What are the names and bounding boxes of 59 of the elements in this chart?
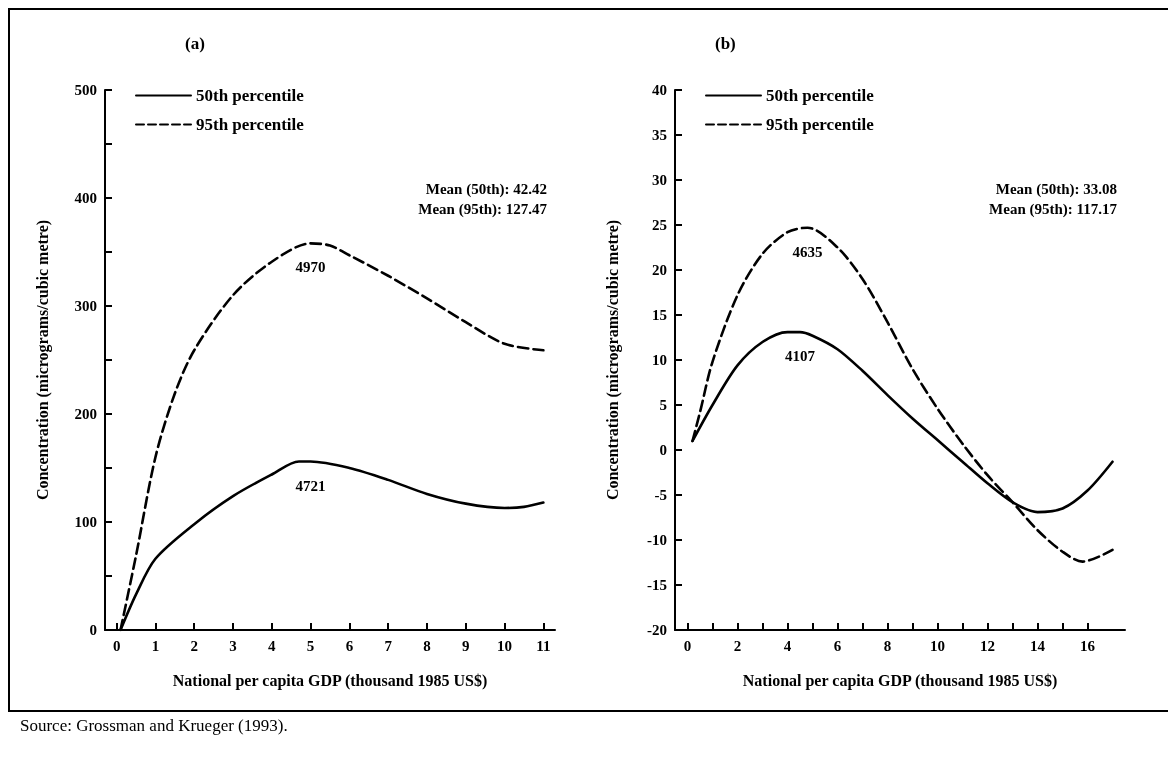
annotation: 4970 xyxy=(295,259,326,276)
y-tick-label: 0 xyxy=(659,442,667,458)
legend-label: 95th percentile xyxy=(766,115,875,134)
x-tick-label: 4 xyxy=(268,637,277,654)
x-tick-label: 1 xyxy=(151,637,160,654)
x-tick-label: 12 xyxy=(980,637,995,654)
annotation: 4107 xyxy=(785,348,816,365)
y-tick-label: 400 xyxy=(74,190,97,206)
y-tick-label: 25 xyxy=(652,217,667,233)
x-tick-label: 8 xyxy=(883,637,892,654)
y-tick-label: 5 xyxy=(659,397,667,413)
annotation: 4635 xyxy=(792,243,823,260)
legend-label: 50th percentile xyxy=(196,86,305,105)
y-tick-label: 500 xyxy=(74,82,97,98)
x-axis-title: National per capita GDP (thousand 1985 US$) xyxy=(172,671,488,690)
x-tick-label: 2 xyxy=(733,637,742,654)
y-tick-label: 0 xyxy=(89,622,97,638)
source-note: Source: Grossman and Krueger (1993). xyxy=(19,715,289,736)
legend-label: 95th percentile xyxy=(196,115,305,134)
annotation: Mean (95th): 127.47 xyxy=(418,201,548,219)
x-tick-label: 7 xyxy=(384,637,393,654)
y-tick-label: -15 xyxy=(647,577,667,593)
x-tick-label: 6 xyxy=(345,637,354,654)
x-tick-label: 4 xyxy=(783,637,792,654)
x-tick-label: 9 xyxy=(462,637,470,654)
y-tick-label: 40 xyxy=(652,82,667,98)
x-tick-label: 3 xyxy=(229,637,237,654)
y-tick-label: 35 xyxy=(652,127,667,143)
x-tick-label: 2 xyxy=(190,637,198,654)
x-axis-title: National per capita GDP (thousand 1985 US$) xyxy=(742,671,1058,690)
x-tick-label: 0 xyxy=(683,637,692,654)
annotation: Mean (50th): 42.42 xyxy=(425,181,547,199)
y-tick-label: 200 xyxy=(74,406,97,422)
annotation: Mean (95th): 117.17 xyxy=(989,201,1118,219)
x-tick-label: 5 xyxy=(306,637,315,654)
chart-title: (b) xyxy=(715,34,736,53)
x-tick-label: 10 xyxy=(930,637,945,654)
y-tick-label: -5 xyxy=(654,487,667,503)
legend-label: 50th percentile xyxy=(766,86,875,105)
y-axis-title: Concentration (micrograms/cubic metre) xyxy=(33,219,52,501)
y-tick-label: -20 xyxy=(647,622,667,638)
x-tick-label: 6 xyxy=(833,637,842,654)
x-tick-label: 0 xyxy=(112,637,121,654)
y-tick-label: 30 xyxy=(652,172,667,188)
x-tick-label: 11 xyxy=(536,637,551,654)
x-tick-label: 16 xyxy=(1080,637,1096,654)
y-tick-label: 100 xyxy=(74,514,97,530)
y-tick-label: 15 xyxy=(652,307,667,323)
y-tick-label: 300 xyxy=(74,298,97,314)
y-axis-title: Concentration (micrograms/cubic metre) xyxy=(603,219,622,501)
y-tick-label: -10 xyxy=(647,532,667,548)
x-tick-label: 8 xyxy=(423,637,431,654)
annotation: 4721 xyxy=(295,477,326,494)
y-tick-label: 10 xyxy=(652,352,667,368)
y-tick-label: 20 xyxy=(652,262,667,278)
annotation: Mean (50th): 33.08 xyxy=(995,181,1117,199)
chart-title: (a) xyxy=(185,34,205,53)
x-tick-label: 10 xyxy=(497,637,513,654)
x-tick-label: 14 xyxy=(1030,637,1046,654)
